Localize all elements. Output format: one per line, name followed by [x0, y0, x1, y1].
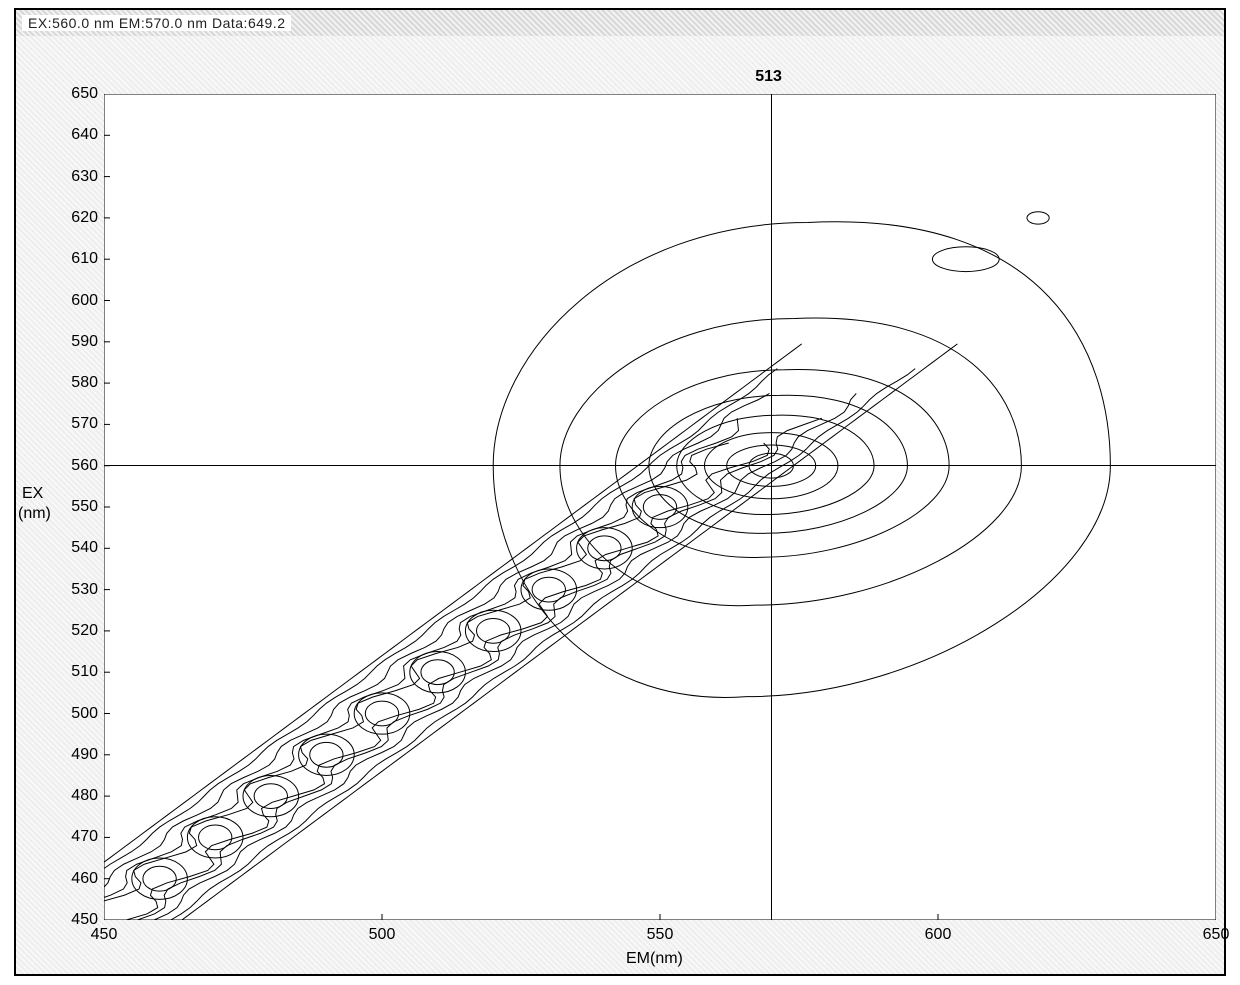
y-tick-550: 550 — [60, 498, 98, 516]
x-tick-450: 450 — [84, 926, 124, 944]
crosshair-horizontal — [104, 465, 1216, 466]
y-tick-460: 460 — [60, 870, 98, 888]
window-titlebar: EX:560.0 nm EM:570.0 nm Data:649.2 — [16, 10, 1224, 37]
top-annotation: 513 — [755, 68, 782, 86]
x-axis-label: EM(nm) — [626, 950, 683, 968]
contour-plot-area[interactable]: 513 — [104, 94, 1216, 920]
y-tick-470: 470 — [60, 828, 98, 846]
y-tick-510: 510 — [60, 663, 98, 681]
spectrum-window: EX:560.0 nm EM:570.0 nm Data:649.2 513 E… — [14, 8, 1226, 976]
status-readout: EX:560.0 nm EM:570.0 nm Data:649.2 — [22, 15, 291, 31]
y-tick-490: 490 — [60, 746, 98, 764]
y-axis-label-line1: EX — [22, 485, 43, 503]
y-tick-520: 520 — [60, 622, 98, 640]
y-axis-label-line2: (nm) — [18, 505, 51, 523]
y-tick-560: 560 — [60, 457, 98, 475]
y-tick-530: 530 — [60, 581, 98, 599]
y-tick-600: 600 — [60, 292, 98, 310]
y-tick-610: 610 — [60, 250, 98, 268]
x-tick-600: 600 — [918, 926, 958, 944]
contour-svg — [104, 94, 1216, 920]
y-tick-590: 590 — [60, 333, 98, 351]
y-tick-540: 540 — [60, 539, 98, 557]
x-tick-500: 500 — [362, 926, 402, 944]
x-tick-550: 550 — [640, 926, 680, 944]
y-tick-620: 620 — [60, 209, 98, 227]
y-tick-500: 500 — [60, 705, 98, 723]
x-tick-650: 650 — [1196, 926, 1236, 944]
y-tick-580: 580 — [60, 374, 98, 392]
y-tick-640: 640 — [60, 126, 98, 144]
y-tick-570: 570 — [60, 415, 98, 433]
crosshair-vertical — [771, 94, 772, 920]
y-tick-480: 480 — [60, 787, 98, 805]
y-tick-630: 630 — [60, 168, 98, 186]
window-body: 513 EX (nm) EM(nm) 450 460 470 480 490 500 510… — [16, 36, 1224, 974]
y-tick-650: 650 — [60, 85, 98, 103]
